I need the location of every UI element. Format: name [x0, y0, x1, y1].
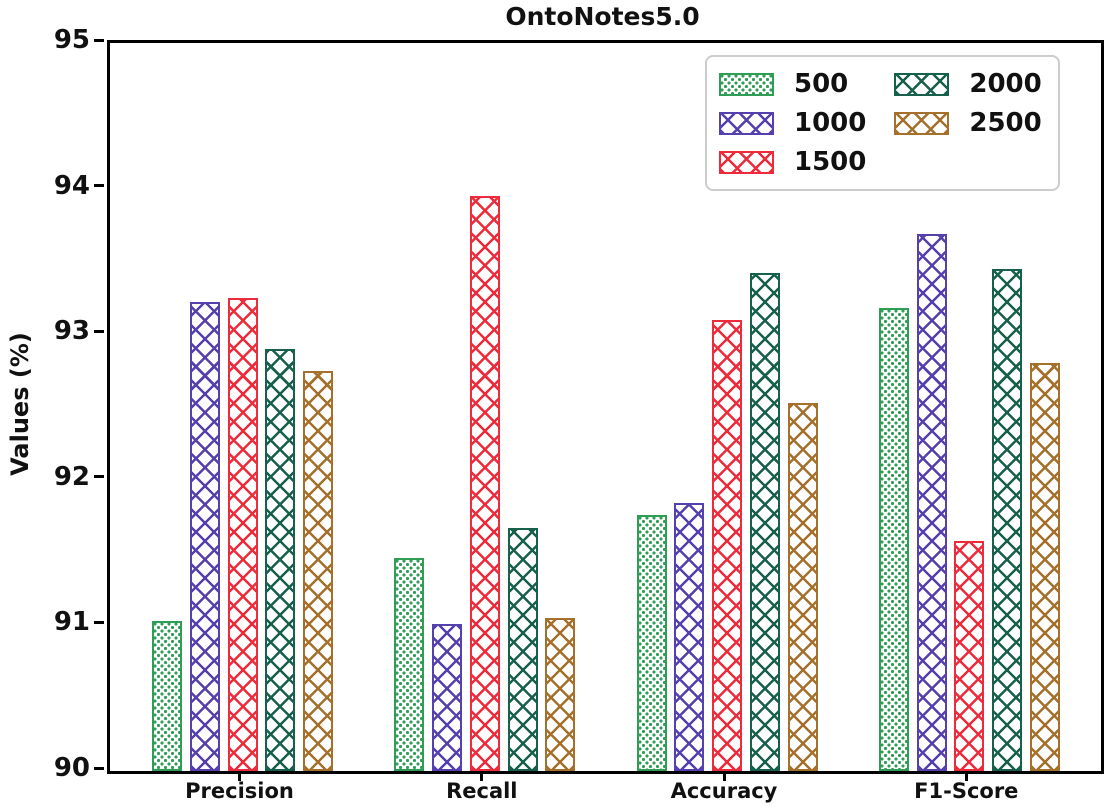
bar-1000-recall — [432, 623, 463, 771]
y-tick-label: 91 — [53, 607, 90, 638]
bar-2500-precision — [303, 370, 333, 771]
y-tick-mark — [94, 184, 104, 188]
bar-500-accuracy — [636, 514, 667, 771]
y-tick-label: 94 — [53, 170, 90, 201]
legend-item-1000: 1000 — [719, 106, 866, 140]
y-tick-label: 93 — [53, 316, 90, 347]
legend-item-2500: 2500 — [894, 106, 1042, 140]
bar-1000-f1-score — [916, 233, 947, 771]
bar-1000-accuracy — [674, 503, 705, 771]
y-tick-mark — [94, 475, 104, 479]
bar-500-recall — [394, 558, 425, 771]
bar-2500-f1-score — [1029, 363, 1060, 771]
y-tick-label: 90 — [53, 753, 90, 783]
bar-500-f1-score — [878, 308, 909, 771]
y-tick-label: 95 — [53, 25, 90, 55]
plot-area: 500 1000 1500 2000 2500 — [107, 40, 1104, 774]
y-tick-mark — [94, 38, 104, 42]
legend-label: 2000 — [969, 69, 1042, 99]
bar-1500-f1-score — [954, 540, 985, 771]
bar-1000-precision — [189, 302, 220, 771]
bar-2000-f1-score — [992, 268, 1023, 771]
legend-swatch-2000 — [894, 72, 950, 96]
bar-1500-precision — [227, 297, 258, 771]
legend-label: 500 — [794, 69, 849, 99]
bar-2500-accuracy — [787, 402, 818, 771]
legend-swatch-2500 — [894, 111, 950, 135]
x-tick-mark — [722, 771, 726, 781]
bar-2000-precision — [265, 348, 296, 771]
x-tick-label: Accuracy — [670, 779, 778, 803]
x-tick-label: Precision — [185, 779, 294, 803]
x-tick-mark — [238, 771, 241, 781]
bar-2000-accuracy — [749, 273, 780, 771]
chart-title: OntoNotes5.0 — [505, 2, 700, 31]
legend: 500 1000 1500 2000 2500 — [705, 55, 1060, 191]
y-tick-label: 92 — [53, 461, 90, 492]
bar-500-precision — [152, 621, 182, 771]
legend-swatch-500 — [719, 72, 774, 96]
y-tick-mark — [94, 766, 104, 770]
bar-1500-accuracy — [712, 319, 742, 771]
legend-swatch-1500 — [719, 150, 774, 174]
y-tick-mark — [94, 620, 104, 624]
x-tick-label: Recall — [446, 779, 518, 803]
bar-2500-recall — [545, 618, 576, 771]
legend-item-2000: 2000 — [894, 67, 1042, 101]
bar-2000-recall — [507, 527, 538, 771]
bar-1500-recall — [469, 195, 500, 771]
x-tick-mark — [964, 771, 968, 781]
legend-swatch-1000 — [719, 111, 774, 135]
legend-label: 1500 — [794, 147, 867, 177]
x-tick-mark — [480, 771, 484, 781]
legend-label: 1000 — [794, 108, 867, 138]
x-tick-label: F1-Score — [914, 779, 1019, 803]
legend-label: 2500 — [969, 108, 1042, 138]
legend-item-500: 500 — [719, 67, 866, 101]
y-tick-mark — [94, 329, 104, 333]
y-axis-label: Values (%) — [6, 332, 34, 476]
legend-item-1500: 1500 — [719, 145, 866, 179]
